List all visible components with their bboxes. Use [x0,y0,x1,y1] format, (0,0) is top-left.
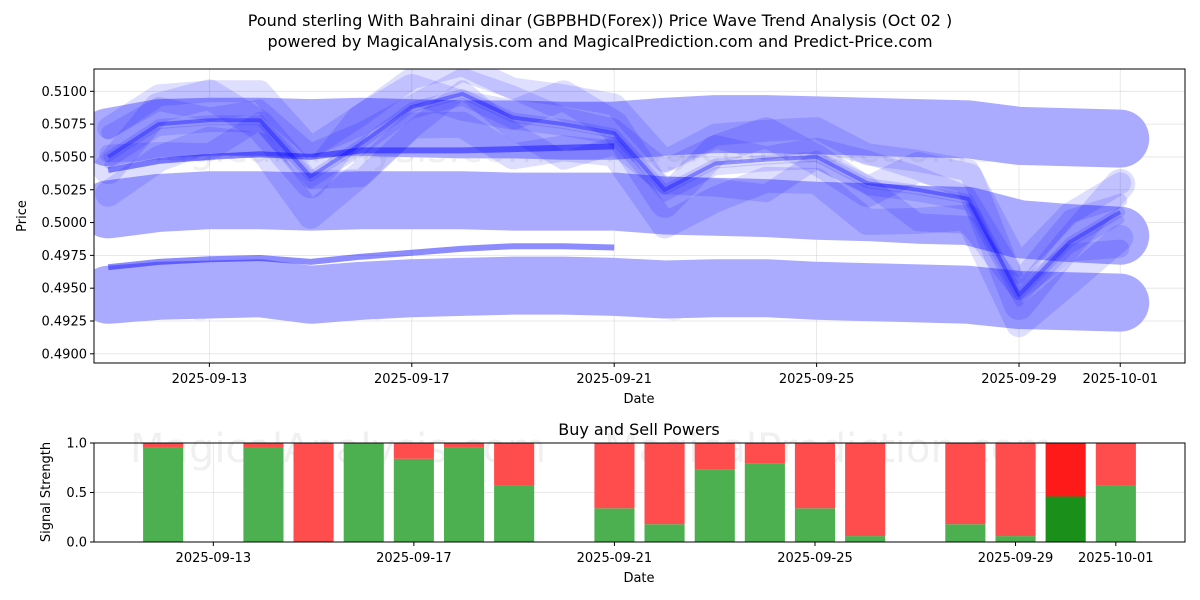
power-y-tick-label: 0.0 [66,536,87,551]
sell-bar [945,443,986,525]
sell-bar [594,443,635,509]
band-lower-band [94,256,1150,332]
buy-bar [794,508,835,542]
price-y-tick-label: 0.5050 [42,150,88,165]
power-x-tick-label: 2025-09-25 [777,551,853,566]
price-bands [94,95,1150,332]
power-x-tick-label: 2025-09-29 [978,551,1054,566]
wave-layer [99,80,1130,301]
band-middle-band [94,171,1150,265]
price-x-tick-label: 2025-10-01 [1082,372,1158,387]
buy-bar [995,536,1036,542]
wave-layer [101,69,1128,285]
price-y-tick-label: 0.5075 [42,118,88,133]
sell-bar [845,443,886,537]
power-x-label: Date [623,571,654,586]
price-frame [93,68,1186,364]
buy-bar [594,508,635,542]
price-y-tick-label: 0.5100 [42,85,88,100]
buy-bar [343,443,384,542]
power-x-tick-label: 2025-09-21 [577,551,653,566]
price-panel: MagicalAnalysis.com MagicalPrediction.co… [15,68,1186,407]
wave-layer [97,69,1132,277]
wave-line [107,91,1122,297]
power-y-tick-label: 1.0 [66,437,87,452]
price-x-tick-label: 2025-09-29 [981,372,1057,387]
sell-bar [995,443,1036,537]
price-y-ticks: 0.4900 0.4925 0.4950 0.4975 0.5000 0.5025 0.50… [42,85,94,362]
power-x-tick-label: 2025-09-13 [176,551,252,566]
price-x-ticks: 2025-09-13 2025-09-17 2025-09-21 2025-09-25… [172,363,1158,387]
power-bars [143,443,1136,542]
chart-title-line1: Pound sterling With Bahraini dinar (GBPB… [248,11,953,30]
buy-bar [694,469,735,542]
price-y-label: Price [15,200,30,232]
wave-layer [94,74,1136,320]
power-y-tick-label: 0.5 [66,486,87,501]
power-x-tick-label: 2025-10-01 [1078,551,1154,566]
price-y-tick-label: 0.4975 [42,249,88,264]
sell-bar [1095,443,1136,486]
buy-bar [393,458,434,542]
price-waves [94,69,1136,338]
sell-bar [744,443,785,464]
buy-bar [494,485,535,542]
sell-bar [444,443,485,448]
sell-bar [293,443,334,542]
power-y-label: Signal Strength [39,442,54,542]
buy-bar [945,524,986,542]
sell-bar [393,443,434,459]
price-y-tick-label: 0.5025 [42,183,88,198]
buy-bar [845,536,886,542]
buy-bar [744,463,785,542]
buy-bar [644,524,685,542]
chart-title-line2: powered by MagicalAnalysis.com and Magic… [267,32,932,51]
wave-layer [95,111,1134,338]
sell-bar [243,443,284,447]
power-panel: Buy and Sell Powers MagicalAnalysis.com … [39,420,1186,586]
sell-bar [644,443,685,525]
baseline-trace [107,143,615,174]
baseline-trace [107,243,615,271]
sell-bar [794,443,835,509]
buy-bar [1095,485,1136,542]
buy-bar [243,447,284,542]
power-y-ticks: 0.0 0.5 1.0 [66,437,94,551]
power-x-ticks: 2025-09-13 2025-09-17 2025-09-21 2025-09-25… [176,542,1154,566]
price-y-tick-label: 0.5000 [42,216,88,231]
sell-bar [143,443,184,448]
price-x-tick-label: 2025-09-21 [576,372,652,387]
sell-bar [1045,443,1086,497]
buy-bar [444,447,485,542]
wave-layer [104,97,1125,307]
power-x-tick-label: 2025-09-17 [376,551,452,566]
wave-layer [103,88,1126,300]
price-x-tick-label: 2025-09-17 [374,372,450,387]
buy-bar [143,447,184,542]
price-y-tick-label: 0.4900 [42,347,88,362]
price-x-tick-label: 2025-09-25 [779,372,855,387]
price-x-label: Date [623,392,654,407]
price-y-tick-label: 0.4925 [42,315,88,330]
sell-bar [494,443,535,486]
buy-bar [1045,496,1086,542]
price-x-tick-label: 2025-09-13 [172,372,248,387]
band-upper-band [94,95,1150,168]
price-y-tick-label: 0.4950 [42,282,88,297]
power-title: Buy and Sell Powers [558,420,720,439]
sell-bar [694,443,735,470]
